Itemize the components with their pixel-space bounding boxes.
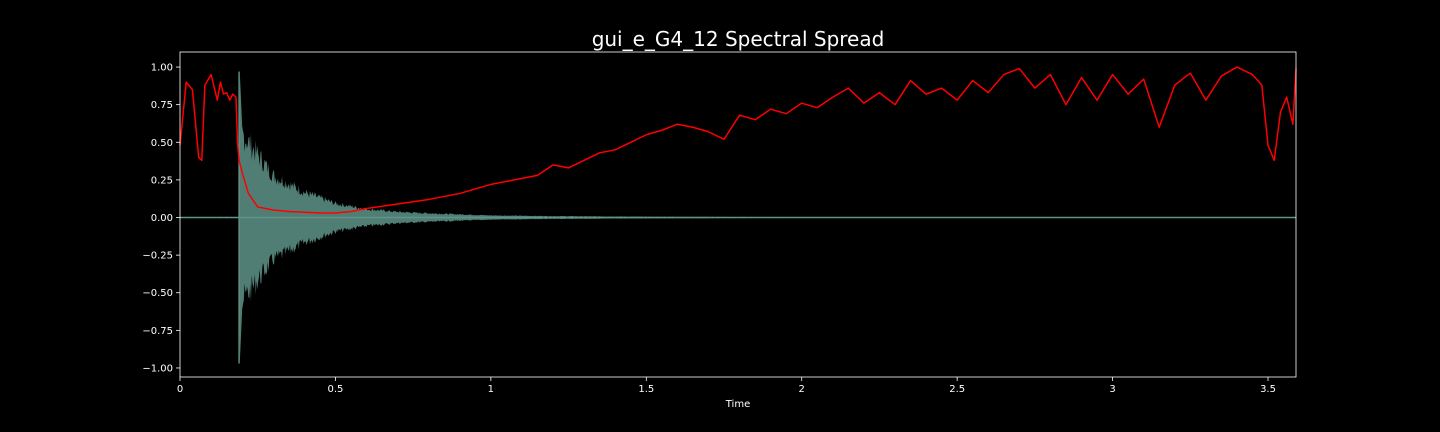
y-tick-label: 0.25 <box>151 175 173 186</box>
x-tick-label: 2 <box>799 384 805 395</box>
y-tick-label: 0.75 <box>151 100 173 111</box>
x-axis-label: Time <box>725 399 750 410</box>
x-tick-label: 1.5 <box>638 384 654 395</box>
chart-title: gui_e_G4_12 Spectral Spread <box>592 27 885 51</box>
spectral-spread-layer <box>179 66 1297 214</box>
spectral-spread-line <box>179 66 1297 214</box>
x-axis: 0 0.5 1 1.5 2 2.5 3 3.5 <box>177 377 1276 395</box>
y-tick-label: 0.50 <box>151 138 173 149</box>
y-tick-label: 0.00 <box>151 213 173 224</box>
y-tick-label: −1.00 <box>142 363 173 374</box>
x-tick-label: 0 <box>177 384 183 395</box>
waveform-layer <box>180 71 1296 364</box>
x-tick-label: 2.5 <box>949 384 965 395</box>
plot-frame <box>179 51 1297 378</box>
y-tick-label: −0.25 <box>142 251 173 262</box>
y-tick-label: 1.00 <box>151 63 173 74</box>
x-tick-label: 0.5 <box>327 384 343 395</box>
y-axis: 1.00 0.75 0.50 0.25 0.00 −0.25 −0.50 −0.75 −1.00 <box>142 63 180 374</box>
y-tick-label: −0.50 <box>142 288 173 299</box>
x-tick-label: 3.5 <box>1260 384 1276 395</box>
y-tick-label: −0.75 <box>142 326 173 337</box>
x-tick-label: 3 <box>1109 384 1115 395</box>
x-tick-label: 1 <box>488 384 494 395</box>
